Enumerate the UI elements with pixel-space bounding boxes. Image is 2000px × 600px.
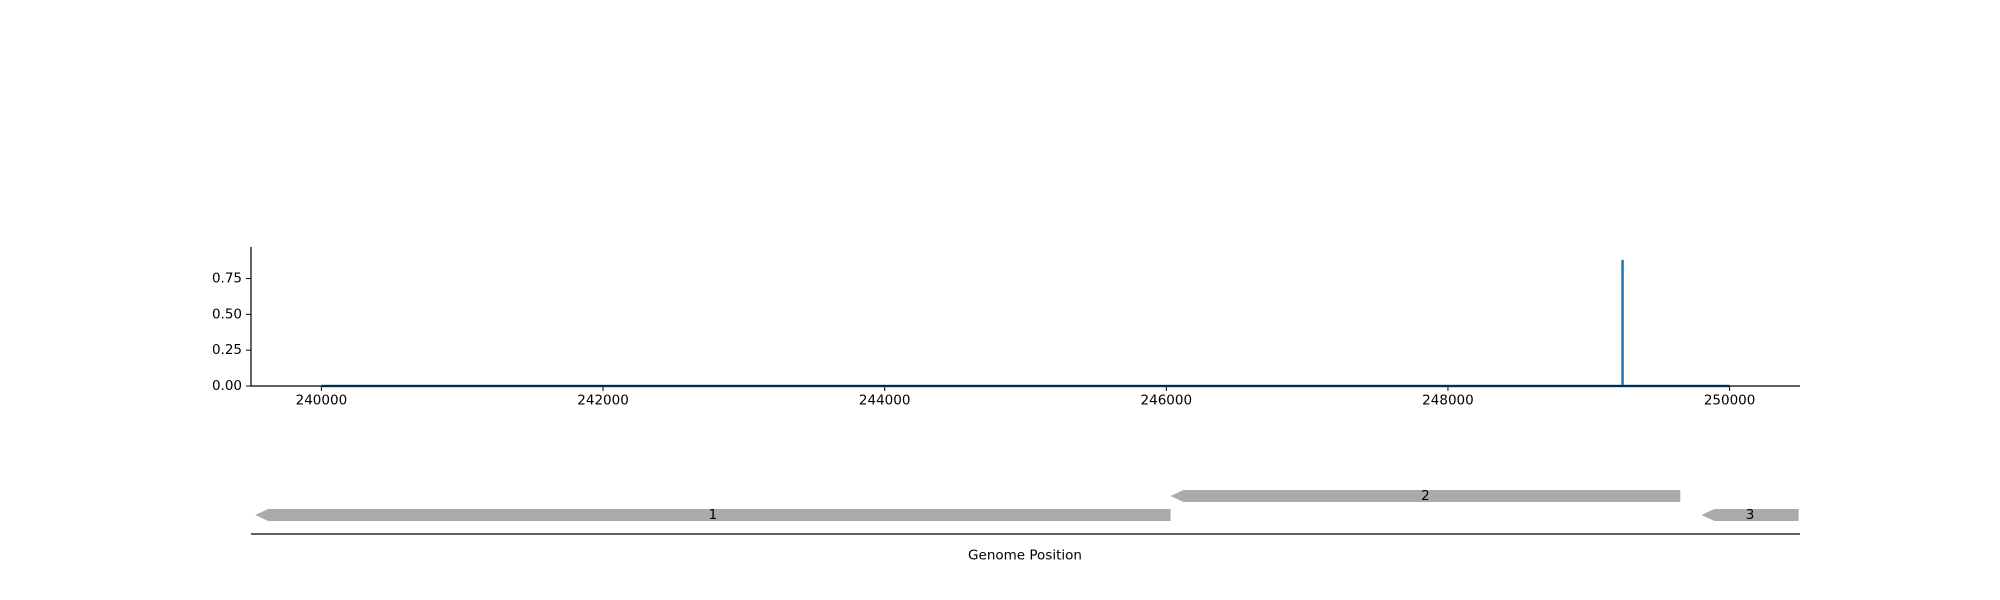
gene-arrow [1170,490,1681,502]
coverage-lines [321,259,1730,388]
gene-arrow [255,509,1171,521]
gene-label: 2 [1421,488,1430,504]
x-tick-label: 244000 [859,393,911,409]
gene-label: 3 [1746,507,1755,523]
coverage-ticks: 240000 242000 244000 246000 248000 250000 0.00… [212,271,1755,409]
x-tick-label: 242000 [577,393,629,409]
x-tick-label: 246000 [1141,393,1193,409]
gene-track-xlabel: Genome Position [968,548,1082,564]
coverage-plot: 240000 242000 244000 246000 248000 250000 0.00… [212,247,1800,409]
x-tick-label: 240000 [296,393,348,409]
y-tick-label: 0.25 [212,342,242,358]
gene-label: 1 [709,507,718,523]
gene-arrow [1701,509,1799,521]
y-tick-label: 0.75 [212,271,242,287]
x-tick-label: 248000 [1422,393,1474,409]
y-tick-label: 0.50 [212,306,242,322]
x-tick-label: 250000 [1704,393,1756,409]
coverage-series-line [321,259,1730,388]
gene-arrows: 1 2 3 [255,488,1799,523]
y-tick-label: 0.00 [212,378,242,394]
gene-track: 1 2 3 Genome Position [251,488,1800,564]
